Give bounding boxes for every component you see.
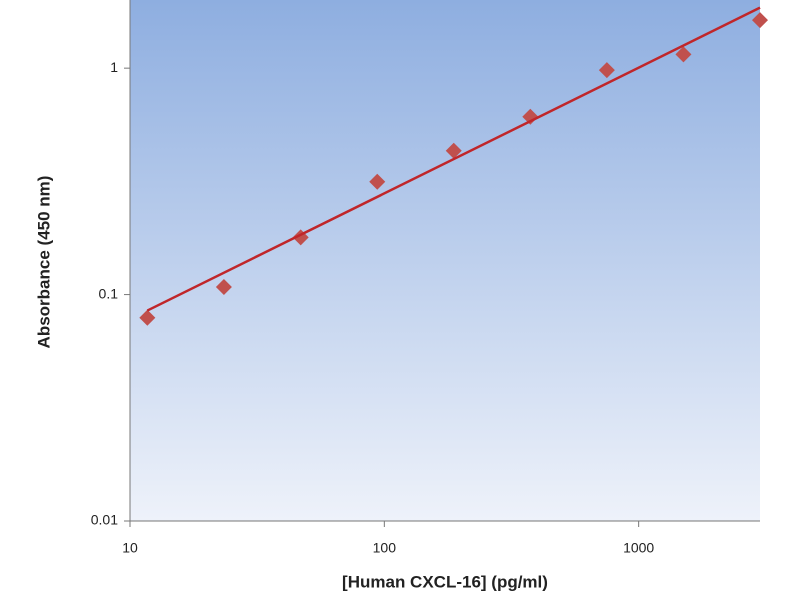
y-tick-label: 1 (110, 59, 118, 75)
data-point (675, 46, 692, 63)
data-point (598, 62, 615, 79)
y-tick-label: 0.01 (91, 512, 118, 528)
data-point (369, 173, 386, 190)
plot-area (130, 0, 760, 521)
data-point (139, 309, 156, 326)
data-point (752, 12, 768, 29)
data-point (445, 142, 462, 159)
x-tick-label: 100 (373, 540, 397, 556)
fit-line (146, 6, 761, 312)
data-point (522, 108, 539, 125)
data-point (215, 279, 232, 296)
x-tick-label: 10 (122, 540, 138, 556)
x-tick-label: 1000 (623, 540, 654, 556)
x-axis-title: [Human CXCL-16] (pg/ml) (342, 572, 548, 591)
y-axis-title: Absorbance (450 nm) (34, 176, 53, 349)
y-tick-label: 0.1 (99, 285, 119, 301)
